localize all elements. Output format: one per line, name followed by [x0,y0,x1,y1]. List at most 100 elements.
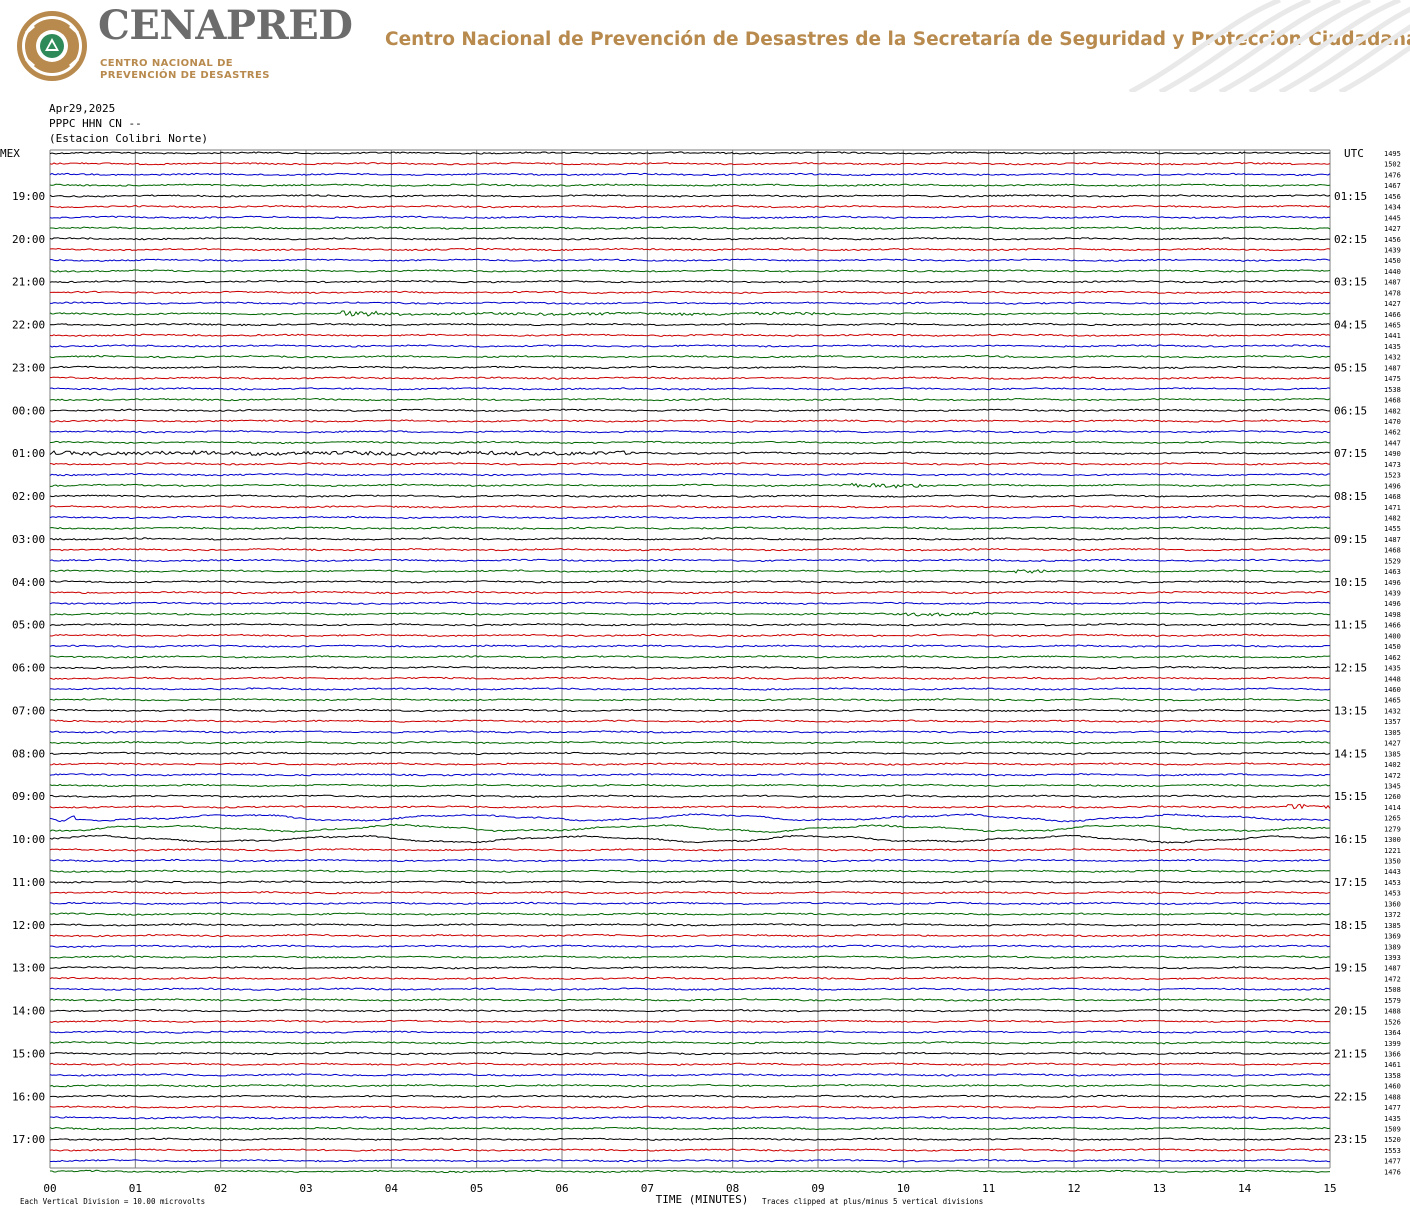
utc-hour-label: 18:15 [1334,919,1367,932]
x-tick-label: 11 [982,1182,995,1195]
trace-value-label: 1509 [1384,1126,1401,1134]
seismic-trace [49,730,1331,734]
seismic-trace [49,322,1331,327]
trace-value-label: 1520 [1384,1136,1401,1144]
utc-hour-label: 10:15 [1334,576,1367,589]
utc-hour-label: 08:15 [1334,490,1367,503]
trace-value-label: 1477 [1384,1158,1401,1166]
vertical-division-note: Each Vertical Division = 10.00 microvolt… [20,1197,205,1206]
trace-value-label: 1456 [1384,236,1401,244]
seismic-trace [49,472,1331,477]
utc-hour-label: 14:15 [1334,747,1367,760]
seismic-trace [49,172,1331,177]
trace-value-label: 1526 [1384,1018,1401,1026]
seismic-trace [49,976,1331,981]
seismic-trace [49,966,1331,970]
x-tick-label: 03 [299,1182,312,1195]
x-tick-label: 12 [1067,1182,1080,1195]
utc-hour-label: 17:15 [1334,876,1367,889]
trace-value-label: 1488 [1384,1093,1401,1101]
seismic-trace [49,998,1331,1002]
trace-value-label: 1305 [1384,729,1401,737]
seismic-trace [49,1126,1331,1131]
seismic-trace [49,505,1331,509]
seismic-trace [49,676,1331,680]
seismic-trace [49,376,1331,380]
mex-axis-label: MEX [0,147,20,160]
trace-value-label: 1538 [1384,386,1401,394]
seismic-trace [49,547,1331,552]
seismic-trace [49,482,1331,489]
trace-value-label: 1360 [1384,900,1401,908]
trace-value-label: 1439 [1384,590,1401,598]
seismic-trace [49,365,1331,370]
trace-value-label: 1448 [1384,675,1401,683]
x-tick-label: 07 [641,1182,654,1195]
seismic-trace [49,644,1331,648]
trace-value-label: 1496 [1384,600,1401,608]
trace-value-label: 1465 [1384,697,1401,705]
trace-value-label: 1455 [1384,525,1401,533]
seismic-trace [49,901,1331,906]
trace-value-label: 1432 [1384,354,1401,362]
seismic-trace [49,611,1331,617]
seismic-trace [49,1159,1331,1163]
seismic-trace [49,803,1331,810]
utc-hour-label: 19:15 [1334,962,1367,975]
utc-hour-label: 23:15 [1334,1133,1367,1146]
seismic-trace [49,623,1331,627]
mex-hour-label: 04:00 [12,576,45,589]
trace-value-label: 1553 [1384,1147,1401,1155]
axis-labels: 1495150214761467145614341445142714561439… [0,147,1401,1206]
seismic-trace [49,204,1331,209]
mex-hour-label: 19:00 [12,190,45,203]
seismic-trace [49,1051,1331,1056]
station-code: PPPC HHN CN -- [49,117,142,130]
seismic-trace [49,891,1331,895]
utc-hour-label: 02:15 [1334,233,1367,246]
x-tick-label: 10 [897,1182,910,1195]
mex-hour-label: 03:00 [12,533,45,546]
cenapred-logo-icon [17,11,87,81]
x-tick-label: 15 [1323,1182,1336,1195]
trace-value-label: 1441 [1384,332,1401,340]
record-date: Apr29,2025 [49,102,116,115]
trace-value-label: 1385 [1384,922,1401,930]
trace-value-label: 1260 [1384,793,1401,801]
seismic-trace [49,1041,1331,1045]
seismic-trace [49,258,1331,262]
trace-value-label: 1476 [1384,1168,1401,1176]
seismic-trace [49,344,1331,348]
seismic-trace [49,279,1331,284]
seismic-trace [49,558,1331,563]
trace-value-label: 1440 [1384,268,1401,276]
trace-value-label: 1476 [1384,171,1401,179]
trace-value-label: 1465 [1384,322,1401,330]
x-tick-label: 06 [555,1182,568,1195]
mex-hour-label: 22:00 [12,319,45,332]
seismic-traces [49,151,1331,1174]
utc-hour-label: 11:15 [1334,619,1367,632]
trace-value-label: 1498 [1384,611,1401,619]
x-tick-label: 01 [129,1182,142,1195]
trace-value-label: 1467 [1384,182,1401,190]
mex-hour-label: 17:00 [12,1133,45,1146]
utc-hour-label: 15:15 [1334,790,1367,803]
seismic-trace [49,633,1331,638]
trace-value-label: 1435 [1384,343,1401,351]
utc-hour-label: 05:15 [1334,361,1367,374]
seismic-trace [49,740,1331,745]
trace-value-label: 1487 [1384,965,1401,973]
seismic-trace [49,1062,1331,1066]
seismic-trace [49,151,1331,155]
mex-hour-label: 16:00 [12,1090,45,1103]
seismic-trace [49,387,1331,391]
seismic-trace [49,655,1331,659]
seismic-trace [49,912,1331,916]
seismic-trace [49,237,1331,241]
mex-hour-label: 20:00 [12,233,45,246]
mex-hour-label: 01:00 [12,447,45,460]
trace-value-label: 1475 [1384,375,1401,383]
mex-hour-label: 05:00 [12,619,45,632]
seismic-trace [49,226,1331,230]
